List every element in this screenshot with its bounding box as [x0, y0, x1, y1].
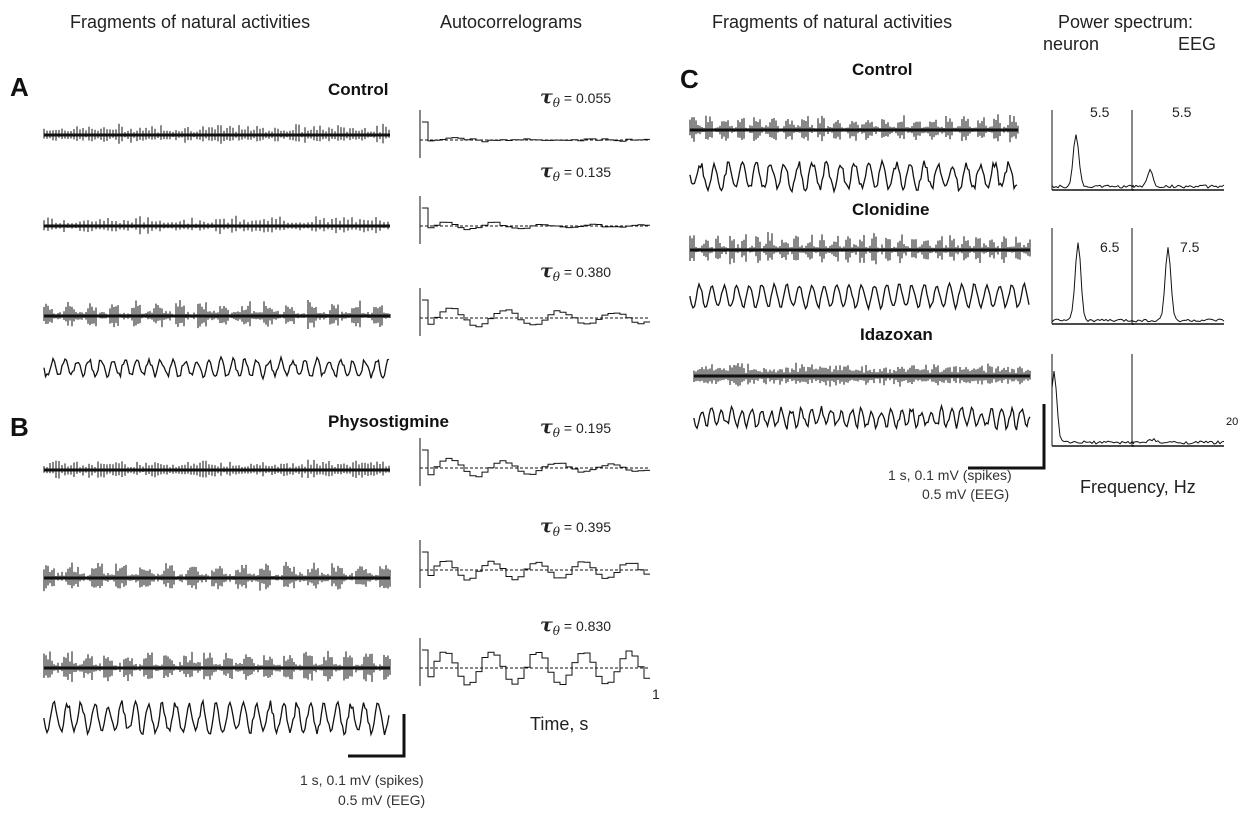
eeg-trace-c-control — [689, 158, 1018, 194]
autocorrelogram-b3 — [422, 649, 650, 686]
panel-c-condition-control: Control — [852, 60, 913, 79]
autocorrelograms-header: Autocorrelograms — [440, 12, 583, 32]
scale-bar-caption-c-line2: 0.5 mV (EEG) — [922, 486, 1010, 502]
scale-bar-caption-b-line1: 1 s, 0.1 mV (spikes) — [300, 772, 424, 788]
eeg-trace-b — [43, 698, 390, 737]
scale-bar-b — [348, 714, 406, 758]
spike-trace-c-control — [689, 114, 1019, 143]
panel-a-condition: Control — [328, 80, 389, 99]
scale-bar-caption-b-line2: 0.5 mV (EEG) — [338, 792, 426, 808]
frequency-axis-label: Frequency, Hz — [1080, 477, 1196, 497]
power-spectrum-header: Power spectrum: — [1058, 12, 1194, 32]
autocorrelogram-b1 — [422, 449, 650, 478]
neuron-spectrum-clonidine — [1051, 242, 1135, 323]
tau-label-a3: τθ = 0.380 — [540, 260, 612, 284]
neuron-spectrum-idazoxan — [1051, 371, 1135, 445]
tau-label-a2: τθ = 0.135 — [540, 160, 612, 184]
eeg-header: EEG — [1178, 34, 1217, 54]
tau-label-a1: τθ = 0.055 — [540, 86, 612, 110]
eeg-peak-clonidine: 7.5 — [1180, 239, 1200, 255]
panel-c-condition-idazoxan: Idazoxan — [860, 325, 933, 344]
panel-c-letter: C — [680, 64, 699, 94]
tau-label-b1: τθ = 0.195 — [540, 416, 612, 440]
neuron-spectrum-control — [1051, 134, 1135, 189]
spike-trace-b3 — [43, 650, 391, 682]
autocorrelogram-a1 — [422, 121, 650, 143]
eeg-spectrum-clonidine — [1131, 247, 1225, 323]
scale-bar-c — [968, 404, 1046, 470]
tau-label-b3: τθ = 0.830 — [540, 614, 612, 638]
left-fragments-header: Fragments of natural activities — [70, 12, 311, 32]
scale-bar-caption-c-line1: 1 s, 0.1 mV (spikes) — [888, 467, 1012, 483]
time-axis-label: Time, s — [530, 714, 589, 734]
panel-a-letter: A — [10, 72, 29, 102]
eeg-spectrum-idazoxan — [1131, 437, 1225, 445]
neuron-peak-clonidine: 6.5 — [1100, 239, 1120, 255]
autocorr-axis-end: 1 — [652, 686, 660, 702]
autocorrelogram-b2 — [422, 551, 650, 581]
eeg-peak-control: 5.5 — [1172, 104, 1192, 120]
autocorrelogram-a3 — [422, 299, 650, 328]
freq-axis-end: 20 — [1226, 416, 1239, 428]
neuron-peak-control: 5.5 — [1090, 104, 1110, 120]
eeg-trace-c-clonidine — [689, 281, 1030, 312]
right-fragments-header: Fragments of natural activities — [712, 12, 953, 32]
autocorrelogram-a2 — [422, 207, 650, 231]
panel-c-condition-clonidine: Clonidine — [852, 200, 930, 219]
panel-b-letter: B — [10, 412, 29, 442]
eeg-trace-a — [43, 354, 390, 381]
tau-label-b2: τθ = 0.395 — [540, 515, 612, 539]
neuron-header: neuron — [1043, 34, 1100, 54]
spike-trace-c-clonidine — [689, 232, 1031, 265]
eeg-trace-c-idazoxan — [693, 403, 1031, 432]
panel-b-condition: Physostigmine — [328, 412, 449, 431]
eeg-spectrum-control — [1131, 168, 1225, 189]
